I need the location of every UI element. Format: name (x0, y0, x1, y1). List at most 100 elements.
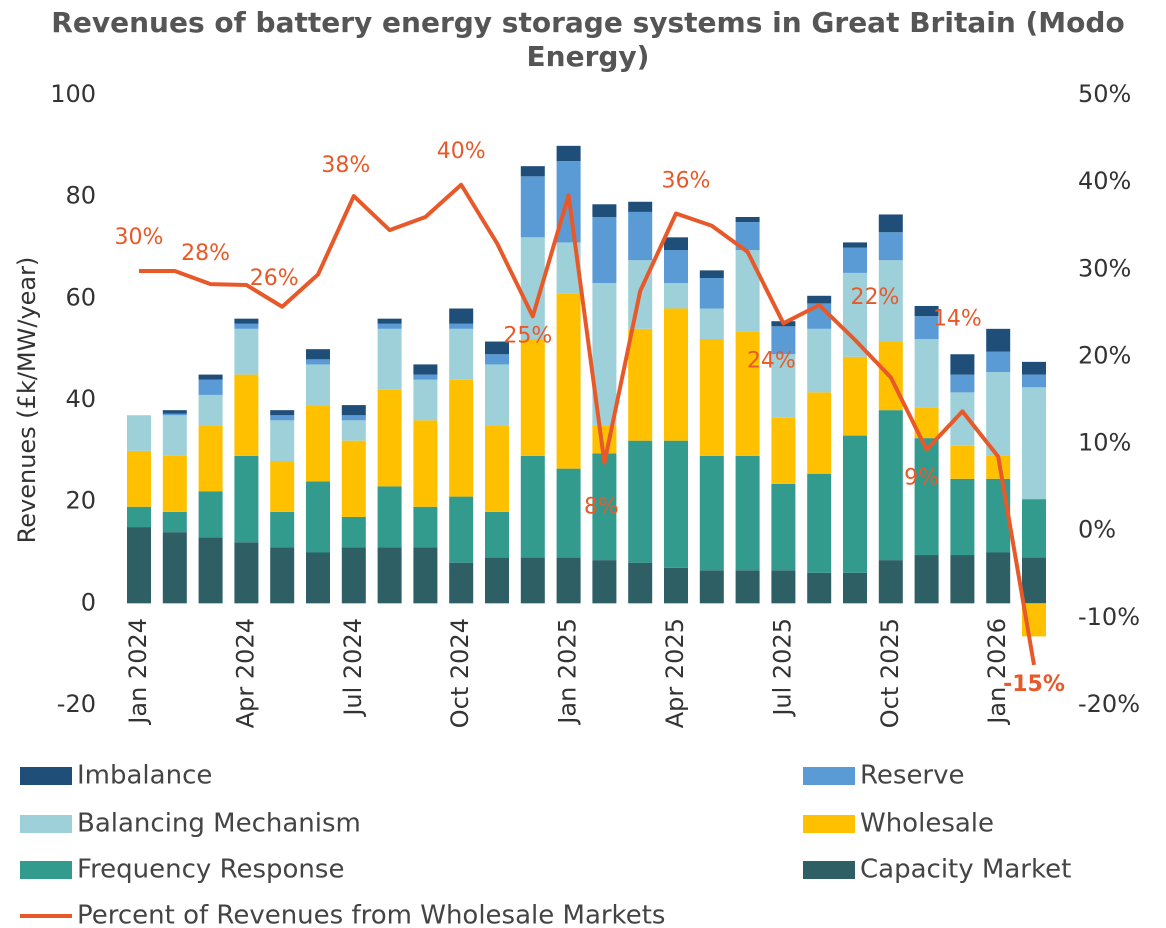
bar-segment (843, 242, 867, 248)
bar-segment (556, 557, 581, 604)
bar-segment (843, 572, 867, 604)
bar-segment (485, 354, 509, 365)
data-label: 8% (584, 495, 619, 520)
legend-label: Frequency Response (77, 855, 344, 885)
bar-segment (198, 394, 223, 426)
bar-segment (592, 453, 617, 561)
bar-segment (914, 339, 939, 408)
bar-segment (234, 374, 259, 456)
data-label: 9% (904, 466, 939, 491)
bar-segment (413, 506, 438, 548)
bar-segment (162, 415, 187, 456)
bar-segment (449, 562, 474, 604)
bar-segment (341, 440, 366, 517)
bar-segment (341, 420, 366, 441)
bar-segment (449, 379, 474, 497)
bar-segment (771, 570, 796, 604)
data-label: 25% (503, 323, 552, 348)
bar-segment (270, 547, 295, 604)
bar-segment (306, 552, 330, 604)
bar-segment (162, 532, 187, 604)
x-tick-label: Jan 2024 (124, 618, 152, 726)
bar-segment (520, 557, 545, 604)
bar-segment (198, 379, 223, 395)
bar-segment (699, 278, 724, 309)
bar-segment (127, 506, 151, 528)
bar-segment (1022, 387, 1046, 500)
bar-segment (807, 295, 832, 304)
bar-segment (1022, 557, 1046, 604)
bar-segment (306, 359, 330, 365)
bar-segment (592, 204, 617, 217)
bar-segment (807, 392, 832, 474)
bar-segment (771, 354, 796, 418)
bar-segment (234, 542, 259, 604)
bar-segment (556, 145, 581, 162)
bar-segment (341, 415, 366, 421)
bar-segment (628, 440, 653, 563)
bar-segment (377, 328, 402, 390)
data-label: 24% (747, 348, 796, 373)
legend-swatch (20, 861, 72, 879)
bar-segment (771, 483, 796, 571)
bar-segment (234, 323, 259, 329)
legend-label: Percent of Revenues from Wholesale Marke… (77, 901, 665, 928)
bar-segment (807, 473, 832, 573)
bar-segment (986, 328, 1011, 352)
bar-segment (699, 308, 724, 339)
x-tick-label: Jul 2024 (339, 618, 367, 718)
y2-tick-label: -20% (1078, 690, 1140, 718)
x-tick-label: Jul 2025 (768, 618, 796, 718)
bar-segment (735, 570, 760, 604)
bar-segment (485, 511, 509, 558)
bar-segment (950, 478, 975, 556)
bar-segment (628, 562, 653, 604)
bar-segment (485, 425, 509, 512)
data-label: 30% (115, 225, 164, 250)
bar-segment (377, 547, 402, 604)
bar-segment (950, 555, 975, 604)
y-axis-title: Revenues (£k/MW/year) (13, 257, 41, 544)
y-tick-label: 20 (65, 487, 96, 515)
bar-segment (127, 415, 151, 451)
bar-segment (485, 341, 509, 355)
bar-segment (413, 547, 438, 604)
bar-segment (986, 552, 1011, 604)
y2-tick-label: 40% (1078, 167, 1131, 195)
bar-segment (878, 232, 903, 261)
bar-segment (485, 364, 509, 426)
bar-segment (699, 570, 724, 604)
bar-segment (878, 260, 903, 342)
data-label: 36% (662, 169, 711, 194)
bar-segment (878, 410, 903, 561)
bar-segment (878, 214, 903, 233)
y2-tick-label: 50% (1078, 80, 1131, 108)
bar-segment (198, 491, 223, 538)
bar-segment (843, 356, 867, 436)
legend-label: Reserve (860, 761, 965, 791)
bar-segment (306, 481, 330, 553)
bar-segment (986, 478, 1011, 553)
bar-segment (807, 572, 832, 604)
data-label: 26% (250, 266, 299, 291)
bar-segment (198, 537, 223, 604)
legend-swatch (803, 861, 855, 879)
data-label: 28% (181, 241, 230, 266)
bar-segment (234, 455, 259, 543)
bar-segment (950, 445, 975, 479)
bar-segment (771, 417, 796, 484)
y-tick-label: -20 (57, 690, 96, 718)
y-tick-label: 100 (50, 80, 96, 108)
data-label: 40% (437, 139, 486, 164)
bar-segment (377, 486, 402, 548)
bar-segment (807, 328, 832, 393)
data-label: 22% (851, 285, 900, 310)
bar-segment (127, 450, 151, 507)
bar-segment (664, 308, 688, 441)
bar-segment (449, 308, 474, 324)
x-tick-label: Apr 2025 (661, 618, 689, 728)
legend-swatch (803, 815, 855, 833)
bar-segment (377, 318, 402, 324)
bar-segment (664, 283, 688, 309)
